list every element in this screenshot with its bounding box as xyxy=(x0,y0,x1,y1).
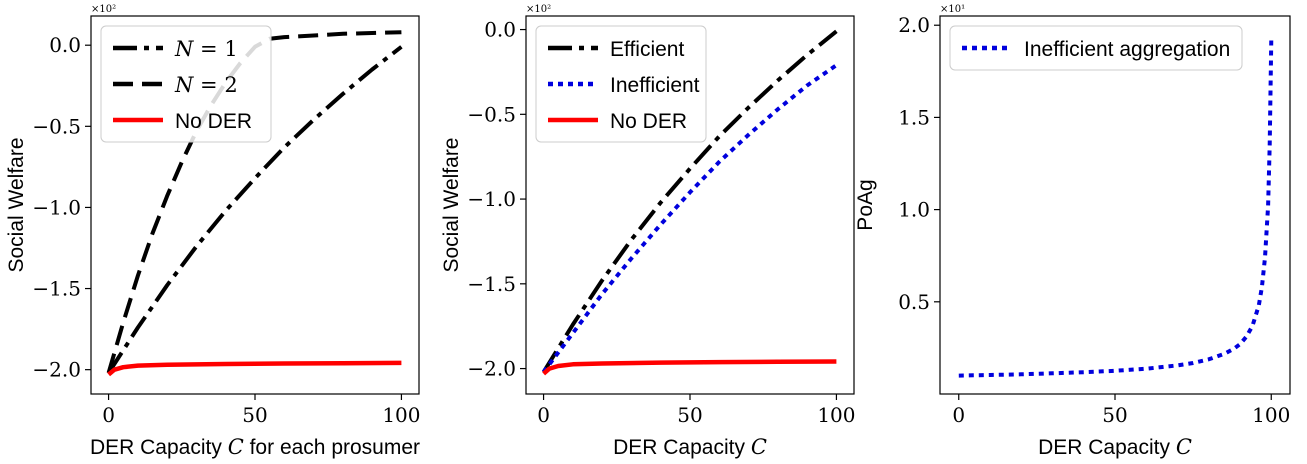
axis-multiplier: ×10² xyxy=(526,4,551,15)
y-tick-label: −1.0 xyxy=(467,187,516,211)
x-tick-label: 50 xyxy=(1102,403,1127,427)
series-line-1 xyxy=(106,45,403,374)
legend-label-part: = 1 xyxy=(193,37,237,61)
legend-label: N = 2 xyxy=(174,73,238,97)
y-tick-label: 0.5 xyxy=(898,290,930,314)
plot-frame xyxy=(939,15,1291,395)
x-tick-label: 0 xyxy=(102,403,115,427)
series-line-1 xyxy=(958,38,1274,378)
x-axis-label: DER Capacity C xyxy=(613,435,767,459)
x-axis-label-part: C xyxy=(751,435,767,459)
y-tick-label: −1.0 xyxy=(32,195,81,219)
chart-panel-3: 0 50 100 0.5 1.0 1.5 2.0 ×10¹ DER Capacity C PoAg… xyxy=(854,4,1291,459)
y-tick-label: −1.5 xyxy=(32,277,81,301)
legend-label-part: No DER xyxy=(610,110,687,133)
x-axis-label: DER Capacity C xyxy=(1038,435,1192,459)
x-tick-label: 100 xyxy=(817,403,855,427)
chart-panel-1: 0 50 100 0.0 −0.5 −1.0 −1.5 −2.0 ×10² DER Capacit… xyxy=(5,4,421,459)
legend-box xyxy=(949,25,1243,71)
x-tick-label: 100 xyxy=(1252,403,1290,427)
y-tick-label: 0.0 xyxy=(49,33,81,57)
x-axis-label-part: DER Capacity xyxy=(613,436,751,459)
legend: Efficient Inefficient No DER xyxy=(535,25,707,143)
series-line-2 xyxy=(106,30,402,374)
x-axis-label-part: DER Capacity xyxy=(90,436,228,459)
legend-label-part: Inefficient aggregation xyxy=(1024,38,1230,61)
axis-multiplier: ×10² xyxy=(91,4,116,15)
x-axis-label: DER Capacity C for each prosumer xyxy=(90,435,420,459)
legend: N = 1N = 2No DER xyxy=(100,25,272,143)
y-tick-label: 1.0 xyxy=(898,198,930,222)
legend-label-part: N xyxy=(174,37,194,61)
axis-multiplier: ×10¹ xyxy=(940,4,965,15)
legend-label-part: Inefficient xyxy=(610,74,700,97)
legend-label: N = 1 xyxy=(174,37,238,61)
y-tick-label: 1.5 xyxy=(898,105,930,129)
legend-label-part: N xyxy=(174,73,194,97)
x-axis-label-part: DER Capacity xyxy=(1038,436,1176,459)
legend-label: Inefficient aggregation xyxy=(1024,38,1230,61)
x-tick-label: 0 xyxy=(537,403,550,427)
chart-panel-2: 0 50 100 0.0 −0.5 −1.0 −1.5 −2.0 ×10² DER Capacit… xyxy=(440,4,856,459)
legend-box xyxy=(100,25,272,143)
y-axis-label: Social Welfare xyxy=(5,137,28,272)
legend-label-part: = 2 xyxy=(193,73,237,97)
series-line-3 xyxy=(542,359,837,376)
y-tick-label: −0.5 xyxy=(467,102,516,126)
x-tick-label: 0 xyxy=(952,403,965,427)
series-line-1 xyxy=(541,29,838,374)
y-tick-label: −1.5 xyxy=(467,272,516,296)
y-tick-label: 0.0 xyxy=(484,18,516,42)
y-tick-label: 2.0 xyxy=(898,13,930,37)
x-axis-label-part: C xyxy=(228,435,244,459)
x-tick-label: 50 xyxy=(242,403,267,427)
legend-box xyxy=(535,25,707,143)
y-tick-label: −2.0 xyxy=(32,358,81,382)
series-line-2 xyxy=(542,63,838,374)
legend-label: Inefficient xyxy=(610,74,700,97)
legend: Inefficient aggregation xyxy=(949,25,1243,71)
x-axis-label-part: C xyxy=(1176,435,1192,459)
x-tick-label: 50 xyxy=(677,403,702,427)
x-tick-label: 100 xyxy=(382,403,420,427)
y-tick-label: −0.5 xyxy=(32,114,81,138)
x-axis-label-part: for each prosumer xyxy=(244,436,420,459)
y-axis-label: Social Welfare xyxy=(440,137,463,272)
y-axis-label: PoAg xyxy=(854,179,877,230)
series-line-3 xyxy=(107,360,402,377)
legend-label-part: No DER xyxy=(175,110,252,133)
legend-label: Efficient xyxy=(610,38,684,61)
legend-label-part: Efficient xyxy=(610,38,684,61)
y-tick-label: −2.0 xyxy=(467,357,516,381)
legend-label: No DER xyxy=(175,110,252,133)
legend-label: No DER xyxy=(610,110,687,133)
